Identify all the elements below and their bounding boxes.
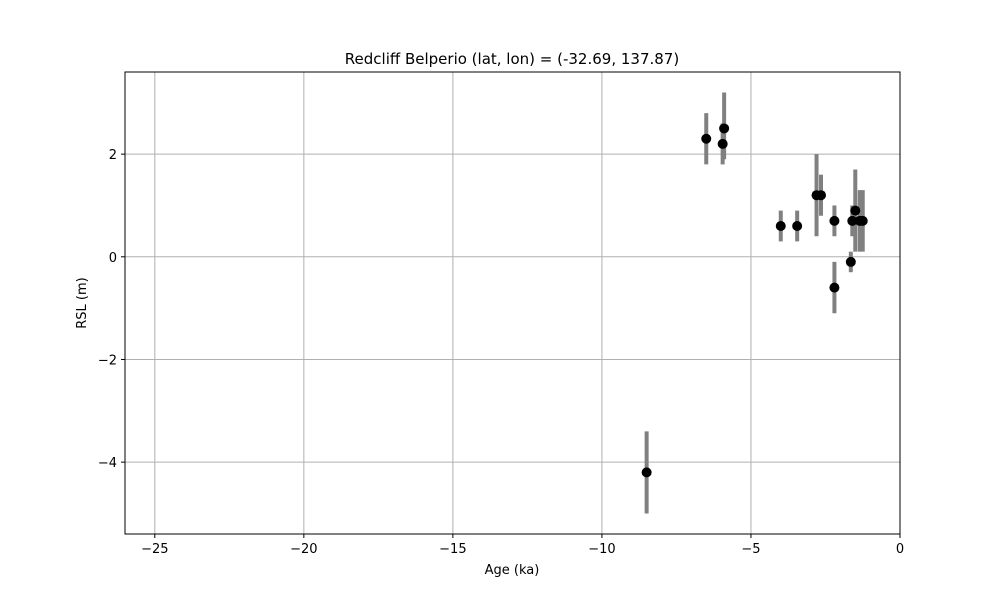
data-point xyxy=(816,190,827,201)
data-point xyxy=(719,123,730,134)
data-point xyxy=(847,215,858,226)
y-axis-ticks: −4 −2 0 2 xyxy=(98,148,125,471)
data-point xyxy=(850,205,861,216)
x-tick-label: −10 xyxy=(588,542,615,557)
y-tick-label: −4 xyxy=(98,456,117,471)
y-axis-label: RSL (m) xyxy=(75,277,90,328)
y-tick-label: −2 xyxy=(98,353,117,368)
data-point xyxy=(829,215,840,226)
data-point xyxy=(701,133,712,144)
x-axis-ticks: −25 −20 −15 −10 −5 0 xyxy=(141,534,904,557)
x-tick-label: −25 xyxy=(141,542,168,557)
y-tick-label: 2 xyxy=(109,148,117,163)
chart-title: Redcliff Belperio (lat, lon) = (-32.69, … xyxy=(345,50,679,68)
data-point xyxy=(857,215,868,226)
x-tick-label: −5 xyxy=(741,542,760,557)
y-tick-label: 0 xyxy=(109,251,117,266)
data-point xyxy=(641,467,652,478)
x-tick-label: 0 xyxy=(896,542,904,557)
data-point xyxy=(775,221,786,231)
data-points xyxy=(641,123,868,478)
data-point xyxy=(845,256,856,267)
x-axis-label: Age (ka) xyxy=(485,563,540,578)
data-point xyxy=(717,138,728,149)
data-point xyxy=(829,282,840,293)
x-tick-label: −20 xyxy=(290,542,317,557)
plot-frame xyxy=(124,71,901,535)
data-point xyxy=(792,221,803,231)
x-tick-label: −15 xyxy=(439,542,466,557)
